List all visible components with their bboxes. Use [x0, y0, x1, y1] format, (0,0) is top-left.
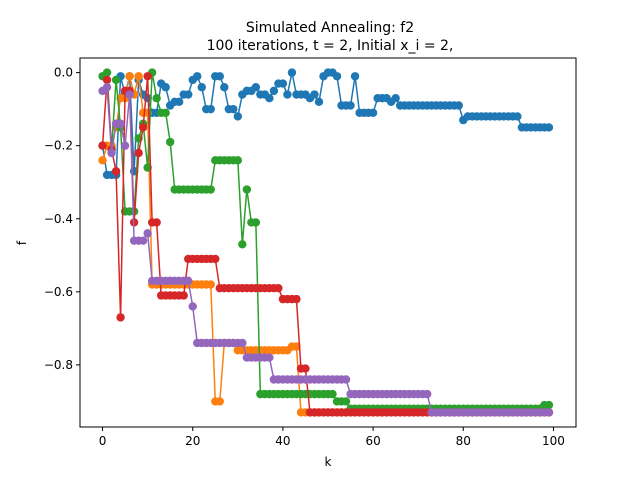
series-2-point [152, 93, 161, 103]
chart-title: Simulated Annealing: f2 [246, 20, 414, 36]
x-tick-label: 100 [542, 434, 565, 448]
series-4-point [120, 141, 130, 150]
series-4-point [138, 236, 148, 245]
series-2-point [233, 156, 243, 165]
series-4-point [102, 83, 112, 92]
series-3-point [134, 148, 143, 158]
series-3-point [138, 123, 148, 132]
series-3-point [111, 167, 121, 176]
series-2-point [161, 108, 170, 118]
series-0-point [346, 101, 355, 110]
x-tick-label: 80 [456, 434, 471, 448]
axes-frame [79, 57, 577, 428]
x-tick-label: 20 [185, 434, 200, 448]
series-0-point [269, 86, 279, 96]
series-0-point [287, 68, 297, 77]
series-0-point [197, 83, 206, 92]
series-2-point [328, 389, 337, 399]
series-0-point [391, 93, 400, 103]
series-2-point [111, 75, 121, 85]
series-1-point [292, 342, 301, 351]
series-2-point [544, 400, 554, 410]
series-0-point [454, 101, 463, 110]
series-2-point [242, 185, 252, 194]
series-0-point [215, 72, 224, 81]
series-0-point [310, 90, 319, 99]
series-0-point [265, 93, 274, 103]
series-0-point [314, 97, 324, 107]
series-1-point [98, 156, 107, 165]
series-4-point [544, 408, 554, 417]
series-0-point [513, 112, 522, 121]
x-tick-label: 0 [99, 434, 107, 448]
series-0-point [193, 72, 202, 81]
series-0-point [233, 112, 243, 121]
series-4-point [107, 148, 116, 158]
x-tick-label: 40 [275, 434, 290, 448]
x-axis: 0 20 40 60 80 100 [99, 427, 565, 448]
series-3-point [98, 141, 107, 150]
series-0-point [175, 97, 184, 107]
series-4-point [143, 229, 152, 238]
series-2-point [238, 240, 247, 249]
chart-subtitle: 100 iterations, t = 2, Initial x_i = 2, [207, 38, 454, 54]
series-4-point [341, 375, 351, 384]
series-1-point [215, 397, 224, 406]
series-0-point [368, 108, 378, 118]
series-4-point [188, 302, 197, 311]
series-4-point [265, 353, 274, 362]
series-0-point [184, 90, 193, 99]
series-0-point [283, 90, 292, 99]
series-3-point [179, 291, 188, 300]
x-axis-label: k [325, 455, 332, 469]
x-tick-label: 60 [365, 434, 380, 448]
series-0-point [544, 123, 554, 132]
series-2-point [165, 137, 175, 147]
series-3-point [102, 75, 112, 85]
series-3-point [301, 364, 310, 373]
series-4-point [184, 276, 193, 286]
series-4-point [423, 389, 432, 399]
series-2-point [251, 218, 261, 227]
series-0-point [350, 72, 360, 81]
series-3-point [211, 254, 220, 264]
series-3-point [116, 313, 125, 322]
y-tick-label: −0.2 [44, 139, 73, 153]
series-4-point [125, 90, 134, 99]
series-0-point [332, 72, 342, 81]
series-0-point [206, 104, 215, 114]
y-tick-label: −0.8 [44, 358, 73, 372]
series-4-point [116, 119, 125, 128]
plot-area [98, 68, 554, 417]
series-0-point [251, 83, 261, 92]
y-tick-label: 0.0 [54, 66, 73, 80]
series-0-point [220, 83, 229, 92]
series-0-point [161, 83, 170, 92]
series-2-point [341, 397, 351, 406]
y-tick-label: −0.6 [44, 285, 73, 299]
series-3-point [152, 218, 161, 227]
y-tick-label: −0.4 [44, 212, 73, 226]
series-3-point [274, 283, 283, 293]
series-4 [98, 83, 554, 417]
series-1-point [125, 72, 134, 81]
series-2-point [102, 68, 112, 77]
series-1-point [206, 280, 215, 289]
series-0-point [278, 79, 288, 88]
series-3-point [143, 72, 152, 81]
y-axis: 0.0 −0.2 −0.4 −0.6 −0.8 [44, 66, 80, 372]
series-2-point [206, 185, 215, 194]
series-0-point [229, 104, 238, 114]
series-1-point [134, 72, 143, 81]
series-4-point [238, 338, 247, 348]
series-3-point [292, 294, 301, 304]
y-axis-label: f [15, 240, 29, 245]
